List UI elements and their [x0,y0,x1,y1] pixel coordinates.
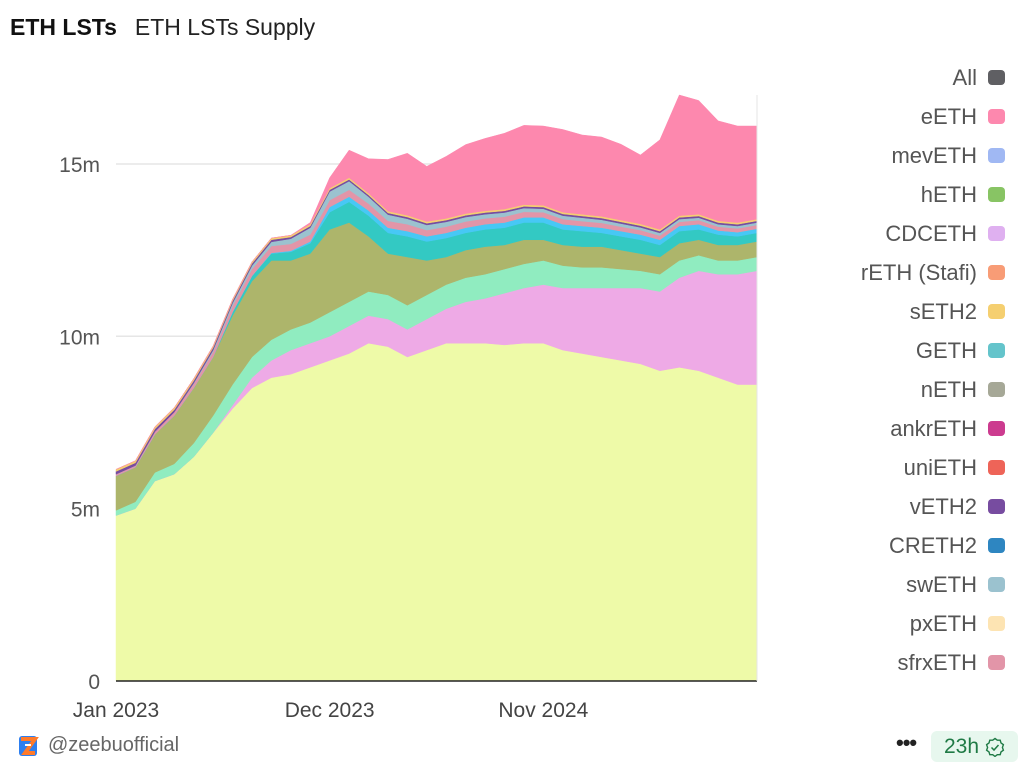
legend-label: ankrETH [890,415,977,441]
legend-swatch [988,460,1005,475]
y-tick-label: 10m [59,326,100,349]
zeebu-logo-icon [19,736,39,756]
legend-swatch [988,655,1005,670]
legend-swatch [988,343,1005,358]
legend-item-heth[interactable]: hETH [785,175,1005,214]
freshness-label: 23h [943,734,980,758]
legend: All eETH mevETH hETH CDCETH rETH (Stafi) sETH2… [785,58,1005,682]
legend-swatch [988,499,1005,514]
x-tick-label: Jan 2023 [73,699,159,722]
legend-item-neth[interactable]: nETH [785,370,1005,409]
x-tick-label: Dec 2023 [285,699,375,722]
legend-label: mevETH [891,142,977,168]
legend-item-ankreth[interactable]: ankrETH [785,409,1005,448]
legend-swatch [988,421,1005,436]
legend-label: CRETH2 [888,532,977,558]
author-handle[interactable]: @zeebuofficial [48,734,180,756]
legend-item-geth[interactable]: GETH [785,331,1005,370]
legend-item-veth2[interactable]: vETH2 [785,487,1005,526]
legend-label: pxETH [909,610,977,636]
legend-swatch [988,187,1005,202]
legend-label: uniETH [903,454,977,480]
chart-subtitle: ETH LSTs Supply [134,14,316,40]
legend-label: eETH [920,103,977,129]
legend-swatch [988,616,1005,631]
y-tick-label: 5m [71,499,100,522]
y-tick-label: 15m [59,154,100,177]
legend-item-reth-stafi[interactable]: rETH (Stafi) [785,253,1005,292]
legend-label: vETH2 [909,493,977,519]
legend-item-unieth[interactable]: uniETH [785,448,1005,487]
legend-swatch [988,109,1005,124]
freshness-badge[interactable]: 23h [931,731,1018,762]
legend-swatch [988,148,1005,163]
dashboard-title: ETH LSTs [10,14,117,40]
legend-label: CDCETH [885,220,977,246]
legend-label: sETH2 [909,298,977,324]
chart-title: ETH LSTs ETH LSTs Supply [10,14,315,41]
legend-item-sfrxeth[interactable]: sfrxETH [785,643,1005,682]
legend-swatch [988,577,1005,592]
legend-swatch [988,538,1005,553]
legend-item-all[interactable]: All [785,58,1005,97]
legend-swatch [988,265,1005,280]
legend-label: swETH [906,571,977,597]
more-options-button[interactable]: ••• [896,730,917,755]
legend-item-cdceth[interactable]: CDCETH [785,214,1005,253]
legend-label: sfrxETH [897,649,977,675]
legend-swatch [988,304,1005,319]
x-tick-label: Nov 2024 [498,699,588,722]
legend-label: All [952,64,977,90]
y-tick-label: 0 [88,671,100,694]
legend-item-creth2[interactable]: CRETH2 [785,526,1005,565]
legend-label: GETH [915,337,977,363]
legend-item-pxeth[interactable]: pxETH [785,604,1005,643]
legend-label: hETH [920,181,977,207]
legend-item-meveth[interactable]: mevETH [785,136,1005,175]
legend-swatch [988,226,1005,241]
legend-swatch [988,382,1005,397]
legend-item-seth2[interactable]: sETH2 [785,292,1005,331]
legend-item-eeth[interactable]: eETH [785,97,1005,136]
legend-label: rETH (Stafi) [860,259,977,285]
legend-label: nETH [920,376,977,402]
legend-swatch [988,70,1005,85]
verified-check-icon [985,737,1005,757]
legend-item-sweth[interactable]: swETH [785,565,1005,604]
